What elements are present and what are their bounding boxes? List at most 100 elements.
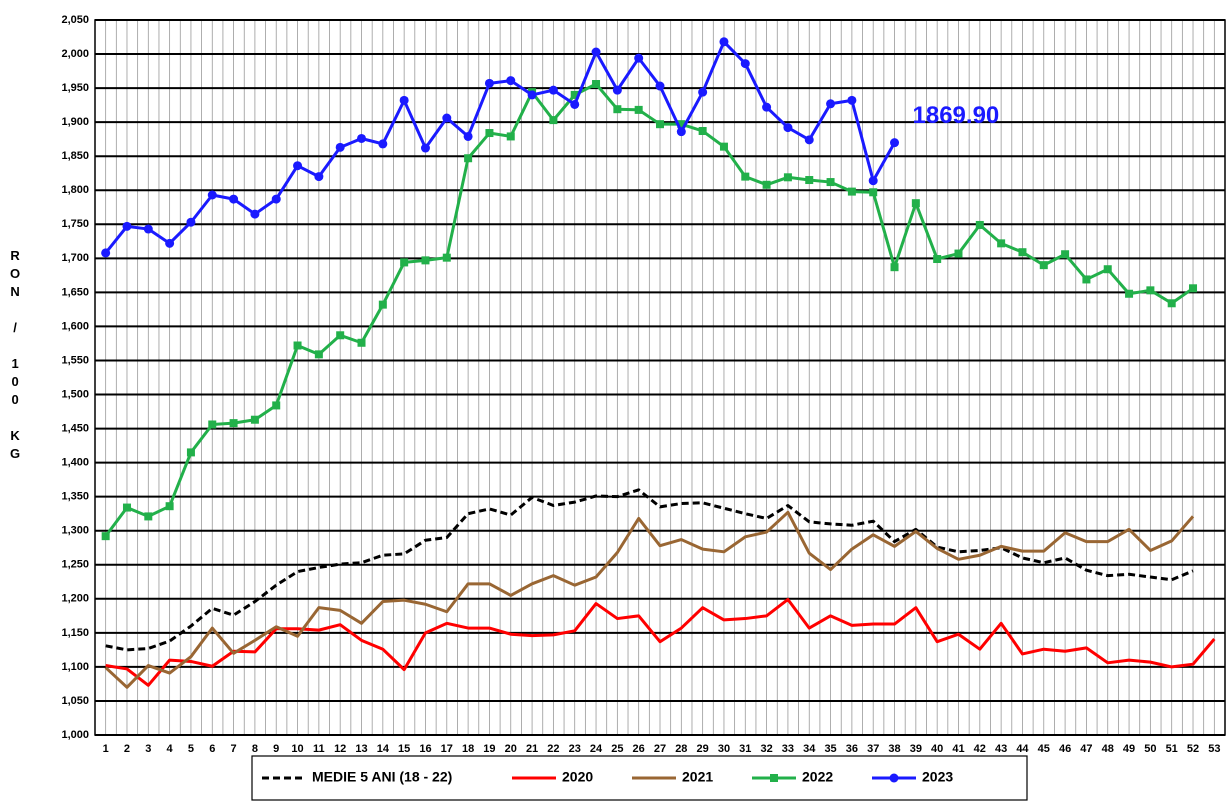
marker [847,187,856,196]
x-tick-label: 32 [760,743,772,755]
marker [143,224,153,234]
marker [869,188,878,197]
marker [719,142,728,151]
x-tick-label: 5 [188,743,194,755]
marker [548,85,558,95]
marker [570,90,579,99]
x-tick-label: 42 [974,743,986,755]
x-tick-label: 31 [739,743,751,755]
x-tick-label: 43 [995,743,1007,755]
x-tick-label: 40 [931,743,943,755]
marker [656,120,664,129]
marker [826,178,835,187]
legend-label: 2022 [802,769,833,785]
y-tick-label: 1,900 [61,116,89,128]
marker [186,217,196,227]
marker [484,78,494,88]
marker [591,47,601,57]
marker [336,331,345,340]
marker [1039,261,1048,270]
y-tick-label: 1,200 [61,593,89,605]
marker [1082,275,1091,284]
marker [1061,250,1070,259]
y-tick-label: 1,400 [61,457,89,469]
x-tick-label: 11 [313,743,325,755]
marker [698,126,707,135]
x-tick-label: 35 [824,743,836,755]
marker [1146,286,1155,295]
marker [975,220,984,229]
x-tick-label: 19 [483,743,495,755]
marker [357,133,367,143]
marker [783,123,793,133]
marker [677,120,686,129]
y-tick-label: 1,150 [61,627,89,639]
marker [357,338,366,347]
marker [933,255,942,264]
marker [420,143,430,153]
y-tick-label: 2,000 [61,48,89,60]
x-tick-label: 41 [952,743,964,755]
x-tick-label: 50 [1144,743,1156,755]
x-tick-label: 4 [167,743,174,755]
x-tick-label: 38 [888,743,900,755]
y-tick-label: 1,800 [61,184,89,196]
x-tick-label: 37 [867,743,879,755]
x-tick-label: 26 [633,743,645,755]
marker [762,102,772,112]
y-tick-label: 1,250 [61,559,89,571]
marker [634,105,643,114]
marker [464,154,473,163]
marker [698,87,708,97]
marker [911,199,920,208]
marker [186,448,195,457]
marker [271,194,281,204]
marker [101,532,110,541]
marker [570,99,580,109]
x-tick-label: 20 [505,743,517,755]
y-tick-label: 1,850 [61,150,89,162]
x-tick-label: 27 [654,743,666,755]
marker [165,238,175,248]
marker [421,256,430,265]
x-tick-label: 52 [1187,743,1199,755]
marker [101,248,111,258]
marker [122,503,131,512]
series-line [104,82,1194,538]
legend-label: 2020 [562,769,593,785]
marker [293,341,302,350]
x-tick-label: 16 [419,743,431,755]
marker [144,512,153,521]
marker [1018,248,1027,257]
legend-label: 2023 [922,769,953,785]
legend-label: MEDIE 5 ANI (18 - 22) [312,769,452,785]
x-tick-label: 28 [675,743,687,755]
y-tick-label: 1,500 [61,388,89,400]
x-tick-label: 44 [1016,743,1029,755]
marker [890,263,899,272]
marker [442,113,452,123]
marker [442,253,451,262]
marker [463,131,473,141]
x-tick-label: 18 [462,743,474,755]
marker [378,300,387,309]
x-tick-label: 49 [1123,743,1135,755]
marker [592,80,601,89]
x-tick-label: 48 [1102,743,1114,755]
x-tick-label: 45 [1038,743,1050,755]
x-tick-label: 30 [718,743,730,755]
legend-marker [889,773,899,783]
marker [272,401,281,410]
x-tick-label: 24 [590,743,603,755]
marker [1167,299,1176,308]
x-tick-label: 8 [252,743,258,755]
legend-label: 2021 [682,769,713,785]
marker [527,90,537,100]
series-line [104,510,1195,689]
x-tick-label: 33 [782,743,794,755]
x-tick-label: 13 [355,743,367,755]
x-tick-label: 21 [526,743,538,755]
x-tick-label: 53 [1208,743,1220,755]
marker [1103,265,1112,274]
